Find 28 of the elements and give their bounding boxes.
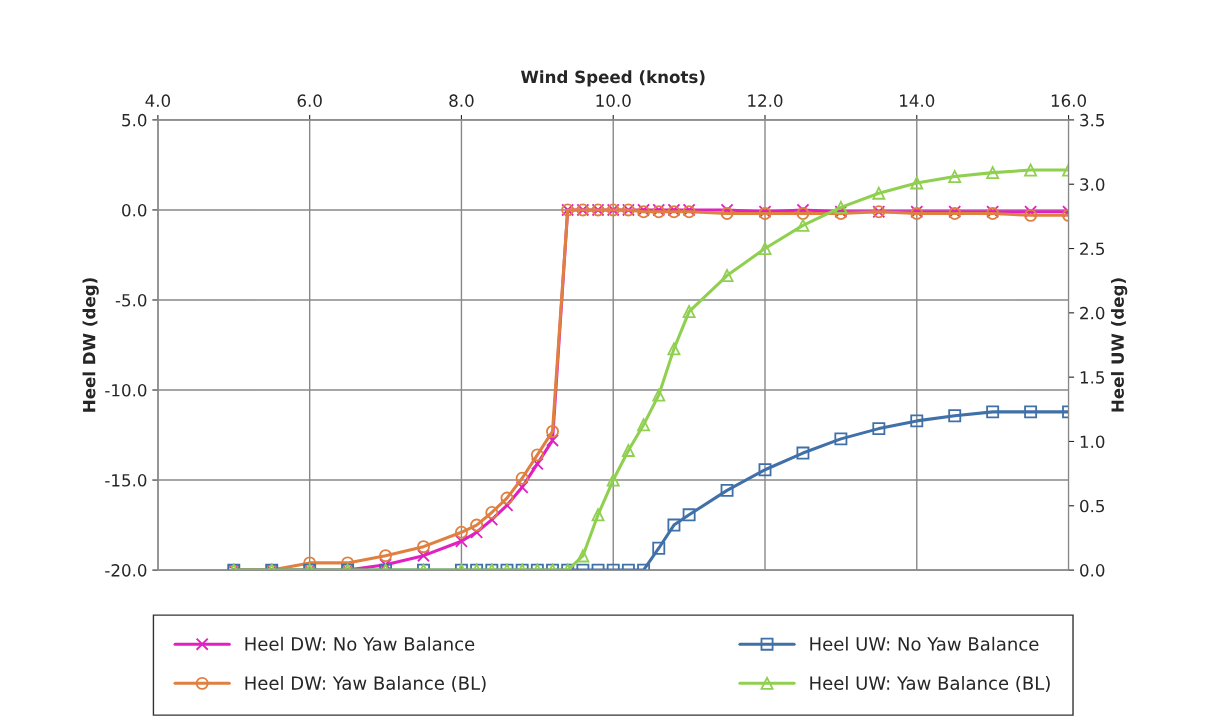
y2-tick-label: 2.0 xyxy=(1080,306,1105,320)
legend-label: Heel DW: Yaw Balance (BL) xyxy=(245,675,486,693)
y-tick-label: -5.0 xyxy=(115,293,147,307)
y2-tick-label: 3.0 xyxy=(1080,178,1105,191)
legend-label: Heel UW: No Yaw Balance xyxy=(810,636,1039,651)
y2-tick-label: 0.5 xyxy=(1080,499,1105,513)
x-tick-label: 12.0 xyxy=(748,94,783,107)
y-tick-label: 0.0 xyxy=(122,203,147,217)
y-tick-label: -10.0 xyxy=(105,383,147,397)
x-tick-label: 6.0 xyxy=(297,94,322,107)
y-tick-label: 5.0 xyxy=(122,113,147,127)
y2-tick-label: 2.5 xyxy=(1080,242,1105,256)
legend-label: Heel DW: No Yaw Balance xyxy=(245,636,475,651)
y-axis-title: Heel DW (deg) xyxy=(82,278,99,412)
y2-tick-label: 0.0 xyxy=(1080,564,1105,577)
y2-axis-title: Heel UW (deg) xyxy=(1111,278,1128,412)
x-axis-title: Wind Speed (knots) xyxy=(520,70,705,87)
y-tick-label: -15.0 xyxy=(105,474,147,487)
x-tick-label: 14.0 xyxy=(900,94,935,107)
x-tick-label: 4.0 xyxy=(145,94,171,107)
y2-tick-label: 3.5 xyxy=(1080,113,1105,127)
y-tick-label: -20.0 xyxy=(105,564,147,577)
x-tick-label: 16.0 xyxy=(1051,94,1086,107)
y2-tick-label: 1.5 xyxy=(1080,371,1105,384)
y2-tick-label: 1.0 xyxy=(1080,435,1105,449)
x-tick-label: 8.0 xyxy=(449,94,474,107)
legend-label: Heel UW: Yaw Balance (BL) xyxy=(810,675,1050,693)
x-tick-label: 10.0 xyxy=(596,94,631,107)
